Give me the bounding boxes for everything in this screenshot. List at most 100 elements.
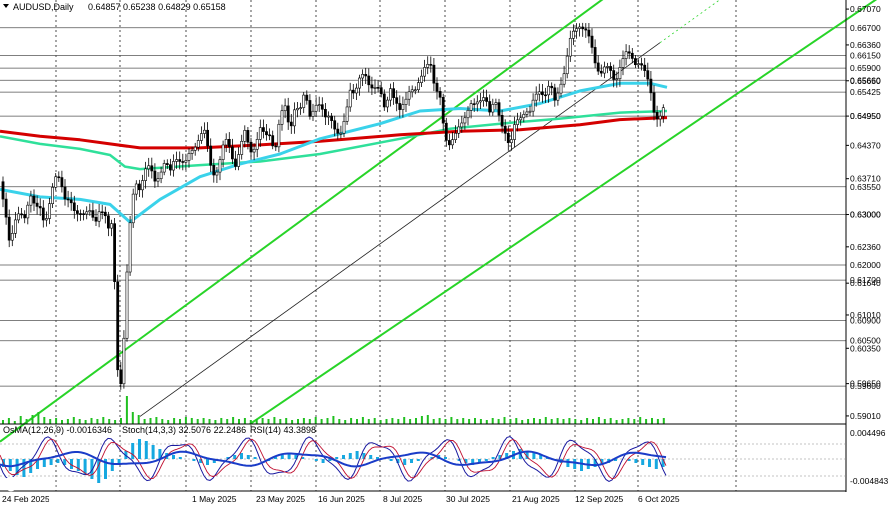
osma-bar	[593, 459, 597, 467]
level-label: 0.65900	[850, 63, 881, 73]
candle-body	[196, 140, 200, 148]
volume-bar	[78, 419, 81, 424]
candle-body	[116, 281, 120, 371]
volume-bar	[574, 419, 577, 424]
level-label: 0.63550	[850, 182, 881, 192]
volume-bar	[232, 417, 235, 424]
volume-bar	[261, 418, 264, 424]
osma-bar	[22, 459, 26, 477]
candle-body	[134, 183, 138, 195]
osma-bar	[580, 459, 583, 471]
volume-bar	[173, 418, 176, 424]
candle-body	[54, 176, 58, 188]
price-tick-label: 0.60350	[850, 343, 881, 353]
candle-body	[423, 67, 427, 77]
volume-bar	[621, 419, 624, 424]
candle-body	[162, 163, 166, 173]
candle-body	[485, 97, 489, 102]
volume-bar	[291, 420, 294, 424]
candle-body	[444, 122, 448, 141]
volume-bar	[167, 420, 170, 424]
candle-body	[20, 213, 24, 216]
volume-bar	[491, 418, 494, 424]
candle-body	[537, 91, 541, 95]
candle-body	[184, 160, 188, 163]
candle-body	[354, 87, 358, 94]
price-tick-label: 0.66360	[850, 40, 881, 50]
candle-body	[509, 139, 513, 144]
candle-body	[169, 164, 172, 171]
chart-header: AUDUSD,Daily 0.64857 0.65238 0.64829 0.6…	[3, 2, 226, 12]
candle-body	[460, 122, 464, 128]
volume-bar	[2, 420, 4, 424]
candle-body	[153, 170, 157, 182]
osma-bar	[573, 459, 577, 469]
volume-bar	[72, 417, 75, 424]
volume-bar	[656, 419, 659, 424]
volume-bar	[415, 418, 417, 424]
ma-red-line	[0, 116, 668, 150]
candle-body	[218, 159, 222, 173]
candle-body	[44, 218, 48, 221]
candle-body	[224, 138, 228, 146]
osma-bar	[484, 459, 488, 461]
volume-bar	[131, 412, 134, 424]
volume-bar	[462, 418, 465, 424]
volume-bar	[521, 420, 524, 424]
candle-body	[215, 171, 219, 176]
candle-body	[107, 215, 110, 229]
volume-bar	[308, 419, 311, 424]
candle-body	[113, 223, 117, 282]
volume-bar	[356, 419, 358, 424]
candle-body	[234, 158, 237, 167]
candle-body	[621, 58, 625, 68]
candle-body	[420, 75, 423, 83]
volume-bar	[96, 419, 99, 424]
candle-body	[206, 129, 210, 147]
volume-bar	[479, 419, 482, 424]
candle-body	[389, 88, 392, 101]
candle-body	[255, 139, 259, 150]
candle-body	[193, 146, 197, 151]
osma-bar	[321, 459, 325, 463]
candle-body	[581, 26, 585, 30]
candle-body	[643, 64, 647, 71]
osma-bar	[246, 455, 250, 459]
candle-body	[283, 105, 287, 112]
osma-bar	[49, 459, 53, 465]
candle-body	[66, 198, 70, 201]
candle-body	[432, 64, 436, 84]
price-tick-label: 0.59650	[850, 379, 881, 389]
candle-body	[370, 84, 374, 89]
candle-body	[584, 28, 588, 31]
candle-body	[10, 233, 14, 241]
volume-bar	[344, 420, 347, 424]
price-tick-label: 0.59010	[850, 411, 881, 421]
time-axis: 24 Feb 2025 1 May 2025 23 May 2025 16 Jun 2…	[2, 494, 680, 504]
indicator-scale-label: -0.004843	[850, 476, 888, 486]
osma-bar	[240, 453, 243, 459]
price-channel	[0, 0, 878, 443]
osma-bar	[110, 459, 114, 471]
osma-bar	[505, 453, 509, 459]
candle-body	[144, 168, 148, 181]
candle-body	[122, 337, 126, 385]
candle-body	[82, 213, 86, 215]
osma-bar	[457, 459, 461, 461]
candle-body	[348, 89, 352, 108]
stoch-main-line	[0, 436, 667, 482]
osma-bar	[301, 457, 305, 459]
candle-body	[69, 199, 73, 204]
level-label: 0.65660	[850, 75, 881, 85]
candle-body	[404, 98, 408, 105]
symbol-triangle-icon	[3, 4, 9, 8]
candle-body	[361, 74, 365, 79]
candle-body	[175, 159, 179, 162]
candle-body	[373, 87, 377, 89]
osma-bar	[63, 459, 67, 465]
volume-bar	[456, 419, 459, 424]
osma-bar	[648, 459, 651, 467]
volume-bar	[273, 417, 276, 424]
osma-bar	[274, 457, 277, 459]
candle-body	[51, 186, 55, 204]
